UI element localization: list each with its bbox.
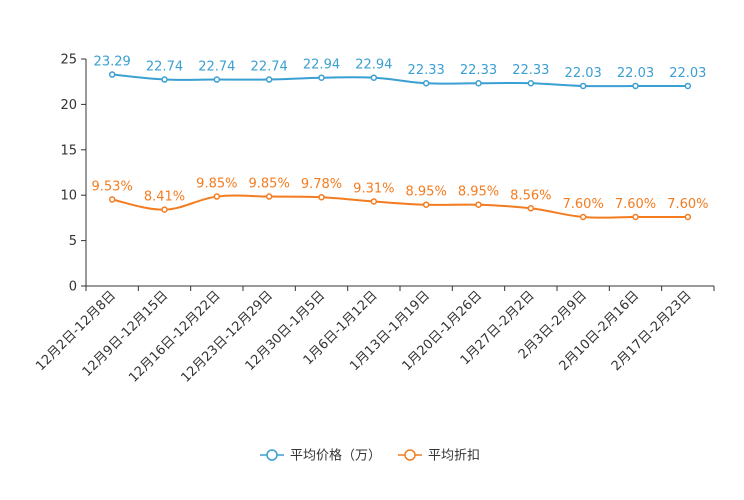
- data-point[interactable]: [684, 82, 692, 90]
- data-label: 22.33: [512, 63, 549, 78]
- series-average-price: 23.29 22.74 22.74 22.74 22.94 22.94 22.33 22.33…: [94, 55, 706, 90]
- legend-label: 平均价格（万）: [290, 448, 381, 464]
- data-label: 8.95%: [406, 185, 447, 200]
- data-point[interactable]: [527, 205, 535, 212]
- legend-marker-icon: [266, 449, 278, 461]
- x-tick-label: 12月23日-12月29日: [179, 288, 276, 385]
- data-label: 9.31%: [353, 181, 394, 196]
- series-line: [111, 194, 688, 219]
- data-point[interactable]: [108, 196, 116, 203]
- data-point[interactable]: [422, 79, 430, 87]
- data-point[interactable]: [527, 79, 535, 87]
- y-tick-label: 20: [60, 98, 77, 113]
- data-label: 7.60%: [667, 197, 708, 212]
- data-point[interactable]: [475, 201, 482, 208]
- legend-marker-icon: [404, 449, 416, 461]
- data-point[interactable]: [579, 82, 587, 90]
- data-label: 9.53%: [92, 179, 133, 194]
- x-tick-label: 12月16日-12月22日: [126, 288, 223, 385]
- data-point[interactable]: [161, 206, 168, 213]
- legend-item-average-discount[interactable]: 平均折扣: [398, 449, 480, 464]
- data-point[interactable]: [213, 76, 221, 83]
- axes: 051015202512月2日-12月8日12月9日-12月15日12月16日-…: [33, 53, 715, 386]
- y-tick-label: 0: [69, 280, 77, 295]
- y-tick-label: 15: [60, 143, 77, 158]
- data-label: 22.33: [408, 63, 445, 78]
- data-point[interactable]: [265, 193, 273, 200]
- data-label: 22.94: [355, 58, 392, 73]
- data-point[interactable]: [370, 198, 378, 205]
- data-label: 7.60%: [615, 197, 656, 212]
- data-label: 23.29: [94, 55, 131, 70]
- legend-item-average-price[interactable]: 平均价格（万）: [260, 448, 381, 464]
- data-point[interactable]: [684, 213, 692, 221]
- data-point[interactable]: [318, 193, 325, 201]
- data-point[interactable]: [475, 79, 482, 87]
- y-tick-label: 5: [69, 234, 77, 249]
- data-label: 22.03: [565, 66, 602, 81]
- data-point[interactable]: [579, 213, 587, 221]
- legend-label: 平均折扣: [428, 449, 480, 464]
- data-label: 22.74: [146, 60, 183, 75]
- data-label: 8.41%: [144, 190, 185, 205]
- data-label: 8.56%: [510, 188, 551, 203]
- data-point[interactable]: [108, 71, 116, 78]
- data-label: 22.94: [303, 58, 340, 73]
- data-label: 9.85%: [249, 177, 290, 192]
- legend[interactable]: 平均价格（万） 平均折扣: [260, 448, 480, 464]
- data-point[interactable]: [318, 74, 325, 81]
- data-point[interactable]: [161, 76, 168, 83]
- data-label: 22.74: [198, 60, 235, 75]
- data-point[interactable]: [370, 74, 378, 81]
- data-point[interactable]: [265, 76, 273, 83]
- data-point[interactable]: [213, 193, 221, 200]
- data-label: 22.03: [669, 66, 706, 81]
- data-point[interactable]: [422, 201, 430, 208]
- data-label: 8.95%: [458, 185, 499, 200]
- data-label: 22.03: [617, 66, 654, 81]
- series-layer: 23.29 22.74 22.74 22.74 22.94 22.94 22.33 22.33…: [92, 55, 708, 221]
- y-tick-label: 25: [60, 53, 77, 68]
- data-point[interactable]: [632, 213, 639, 221]
- y-tick-label: 10: [60, 189, 77, 204]
- data-label: 22.74: [251, 60, 288, 75]
- data-label: 9.85%: [196, 177, 237, 192]
- data-point[interactable]: [632, 82, 639, 90]
- data-label: 7.60%: [563, 197, 604, 212]
- series-line: [112, 73, 688, 88]
- data-label: 22.33: [460, 63, 497, 78]
- series-average-discount: 9.53% 8.41% 9.85% 9.85% 9.78% 9.31% 8.95% 8.95%…: [92, 177, 708, 221]
- data-label: 9.78%: [301, 177, 342, 192]
